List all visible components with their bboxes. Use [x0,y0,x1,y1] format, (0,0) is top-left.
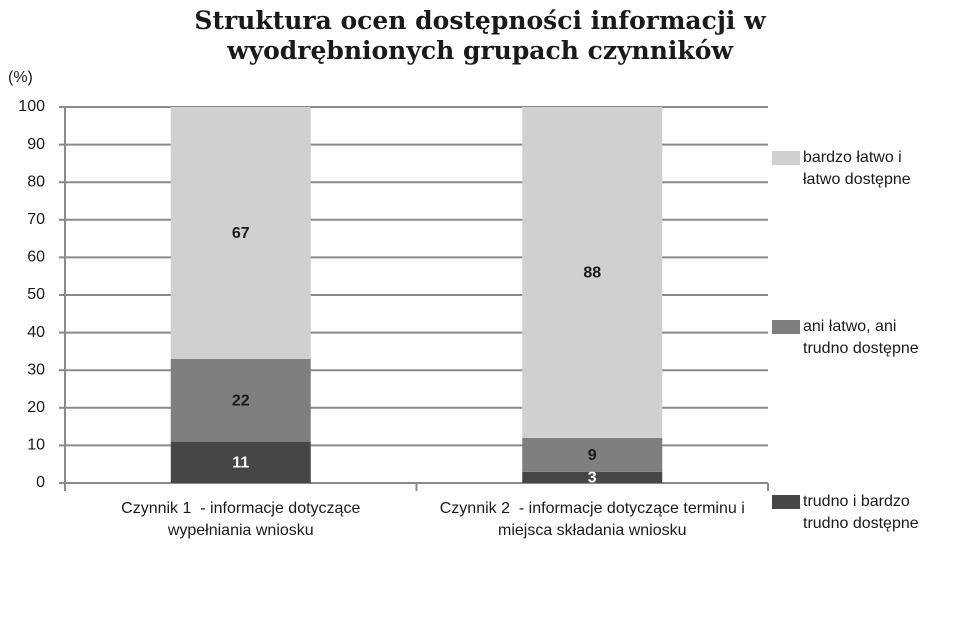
x-tick-label: Czynnik 2 - informacje dotyczące terminu… [439,500,750,539]
data-label: 88 [583,265,601,282]
data-label: 3 [588,470,597,487]
bar-segment [170,358,311,442]
y-axis-label: (%) [8,69,33,86]
y-tick-label: 90 [27,136,45,153]
chart-title: Struktura ocen dostępności informacji w … [194,6,766,65]
y-tick-label: 80 [27,173,45,190]
y-tick-label: 10 [27,437,45,454]
data-label: 67 [232,225,250,242]
legend-label: ani łatwo, ani trudno dostępne [803,318,919,357]
legend-swatch [772,495,800,509]
y-tick-label: 0 [36,474,45,491]
y-tick-label: 30 [27,361,45,378]
legend-label: bardzo łatwo i łatwo dostępne [803,149,911,188]
y-tick-label: 20 [27,399,45,416]
data-label: 11 [232,455,249,472]
y-tick-label: 50 [27,286,45,303]
data-label: 22 [232,392,250,409]
bar-segment [522,471,663,483]
data-label: 9 [588,447,597,464]
legend-swatch [772,151,800,165]
y-tick-label: 100 [18,98,45,115]
bar-segment [522,107,663,438]
x-tick-label: Czynnik 1 - informacje dotyczące wypełni… [121,500,365,539]
y-tick-label: 70 [27,211,45,228]
legend-swatch [772,320,800,334]
bar-segment [522,437,663,472]
y-tick-label: 40 [27,324,45,341]
legend-label: trudno i bardzo trudno dostępne [803,493,919,532]
y-tick-label: 60 [27,249,45,266]
bar-segment [170,107,311,359]
bar-segment [170,441,311,483]
